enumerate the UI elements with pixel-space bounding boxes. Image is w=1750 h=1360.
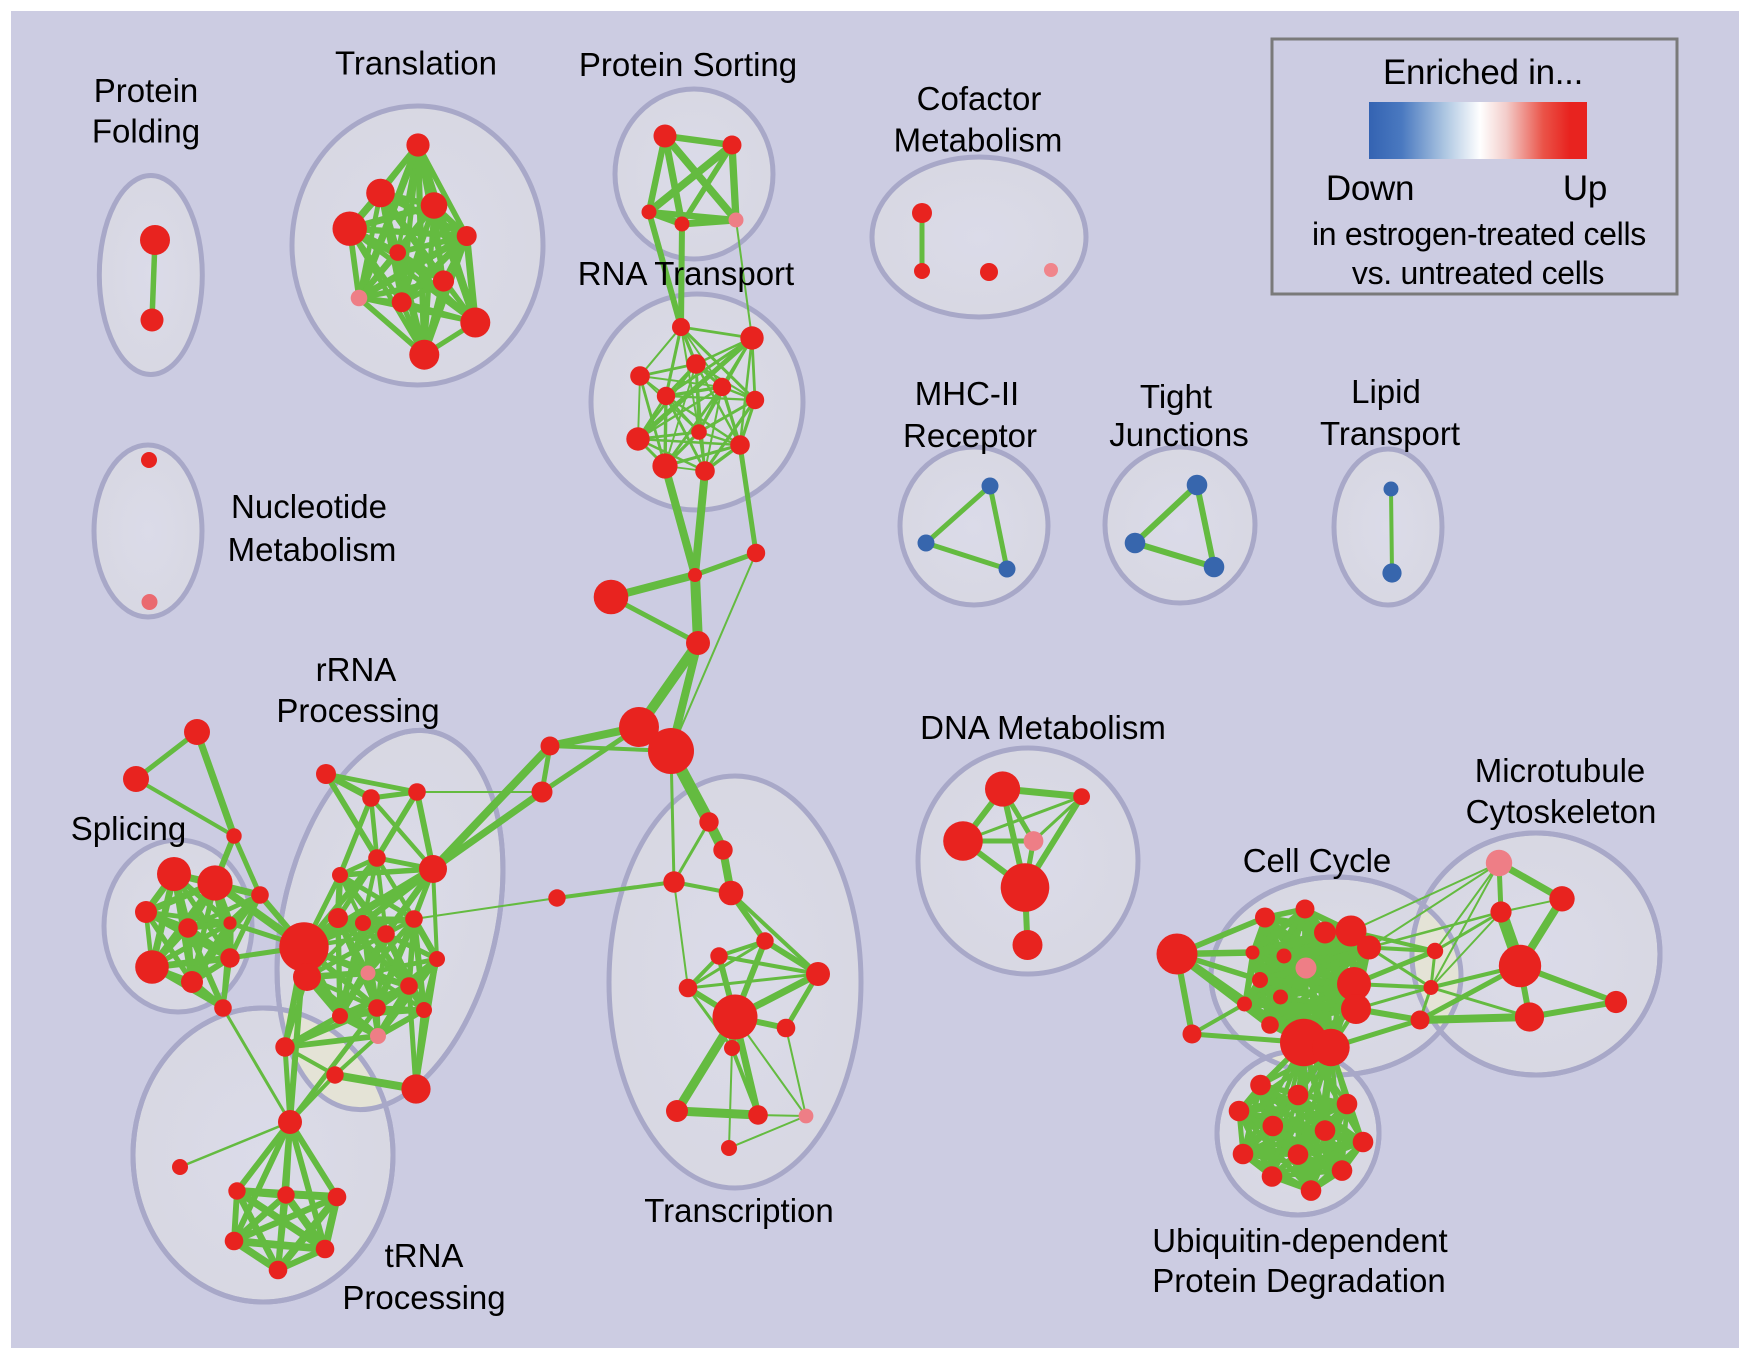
svg-text:Nucleotide: Nucleotide (231, 488, 387, 525)
svg-text:Ubiquitin-dependent: Ubiquitin-dependent (1152, 1222, 1447, 1259)
svg-text:Processing: Processing (276, 692, 439, 729)
svg-text:Up: Up (1563, 169, 1607, 208)
svg-text:in estrogen-treated cells: in estrogen-treated cells (1312, 216, 1646, 252)
svg-text:Tight: Tight (1140, 378, 1212, 415)
svg-text:RNA Transport: RNA Transport (578, 255, 794, 292)
svg-text:Splicing: Splicing (71, 810, 187, 847)
svg-text:Protein: Protein (94, 72, 199, 109)
svg-text:DNA Metabolism: DNA Metabolism (920, 709, 1166, 746)
svg-text:MHC-II: MHC-II (915, 375, 1019, 412)
svg-text:Transcription: Transcription (644, 1192, 834, 1229)
svg-text:Folding: Folding (92, 113, 200, 150)
svg-text:Protein Sorting: Protein Sorting (579, 46, 797, 83)
svg-text:Cofactor: Cofactor (917, 80, 1042, 117)
svg-text:Lipid: Lipid (1351, 373, 1421, 410)
svg-text:Microtubule: Microtubule (1475, 752, 1646, 789)
svg-text:Junctions: Junctions (1109, 416, 1248, 453)
svg-text:Cytoskeleton: Cytoskeleton (1466, 793, 1657, 830)
svg-text:Down: Down (1326, 169, 1414, 208)
svg-text:Protein Degradation: Protein Degradation (1152, 1262, 1446, 1299)
svg-text:rRNA: rRNA (316, 651, 397, 688)
svg-text:Cell Cycle: Cell Cycle (1243, 842, 1392, 879)
svg-text:Receptor: Receptor (903, 417, 1037, 454)
svg-text:vs. untreated cells: vs. untreated cells (1352, 255, 1604, 291)
svg-text:Metabolism: Metabolism (894, 122, 1063, 159)
svg-text:tRNA: tRNA (385, 1237, 464, 1274)
svg-text:Transport: Transport (1320, 415, 1460, 452)
svg-text:Processing: Processing (342, 1279, 505, 1316)
svg-text:Metabolism: Metabolism (228, 531, 397, 568)
svg-text:Enriched in...: Enriched in... (1383, 53, 1583, 92)
svg-text:Translation: Translation (335, 45, 497, 82)
